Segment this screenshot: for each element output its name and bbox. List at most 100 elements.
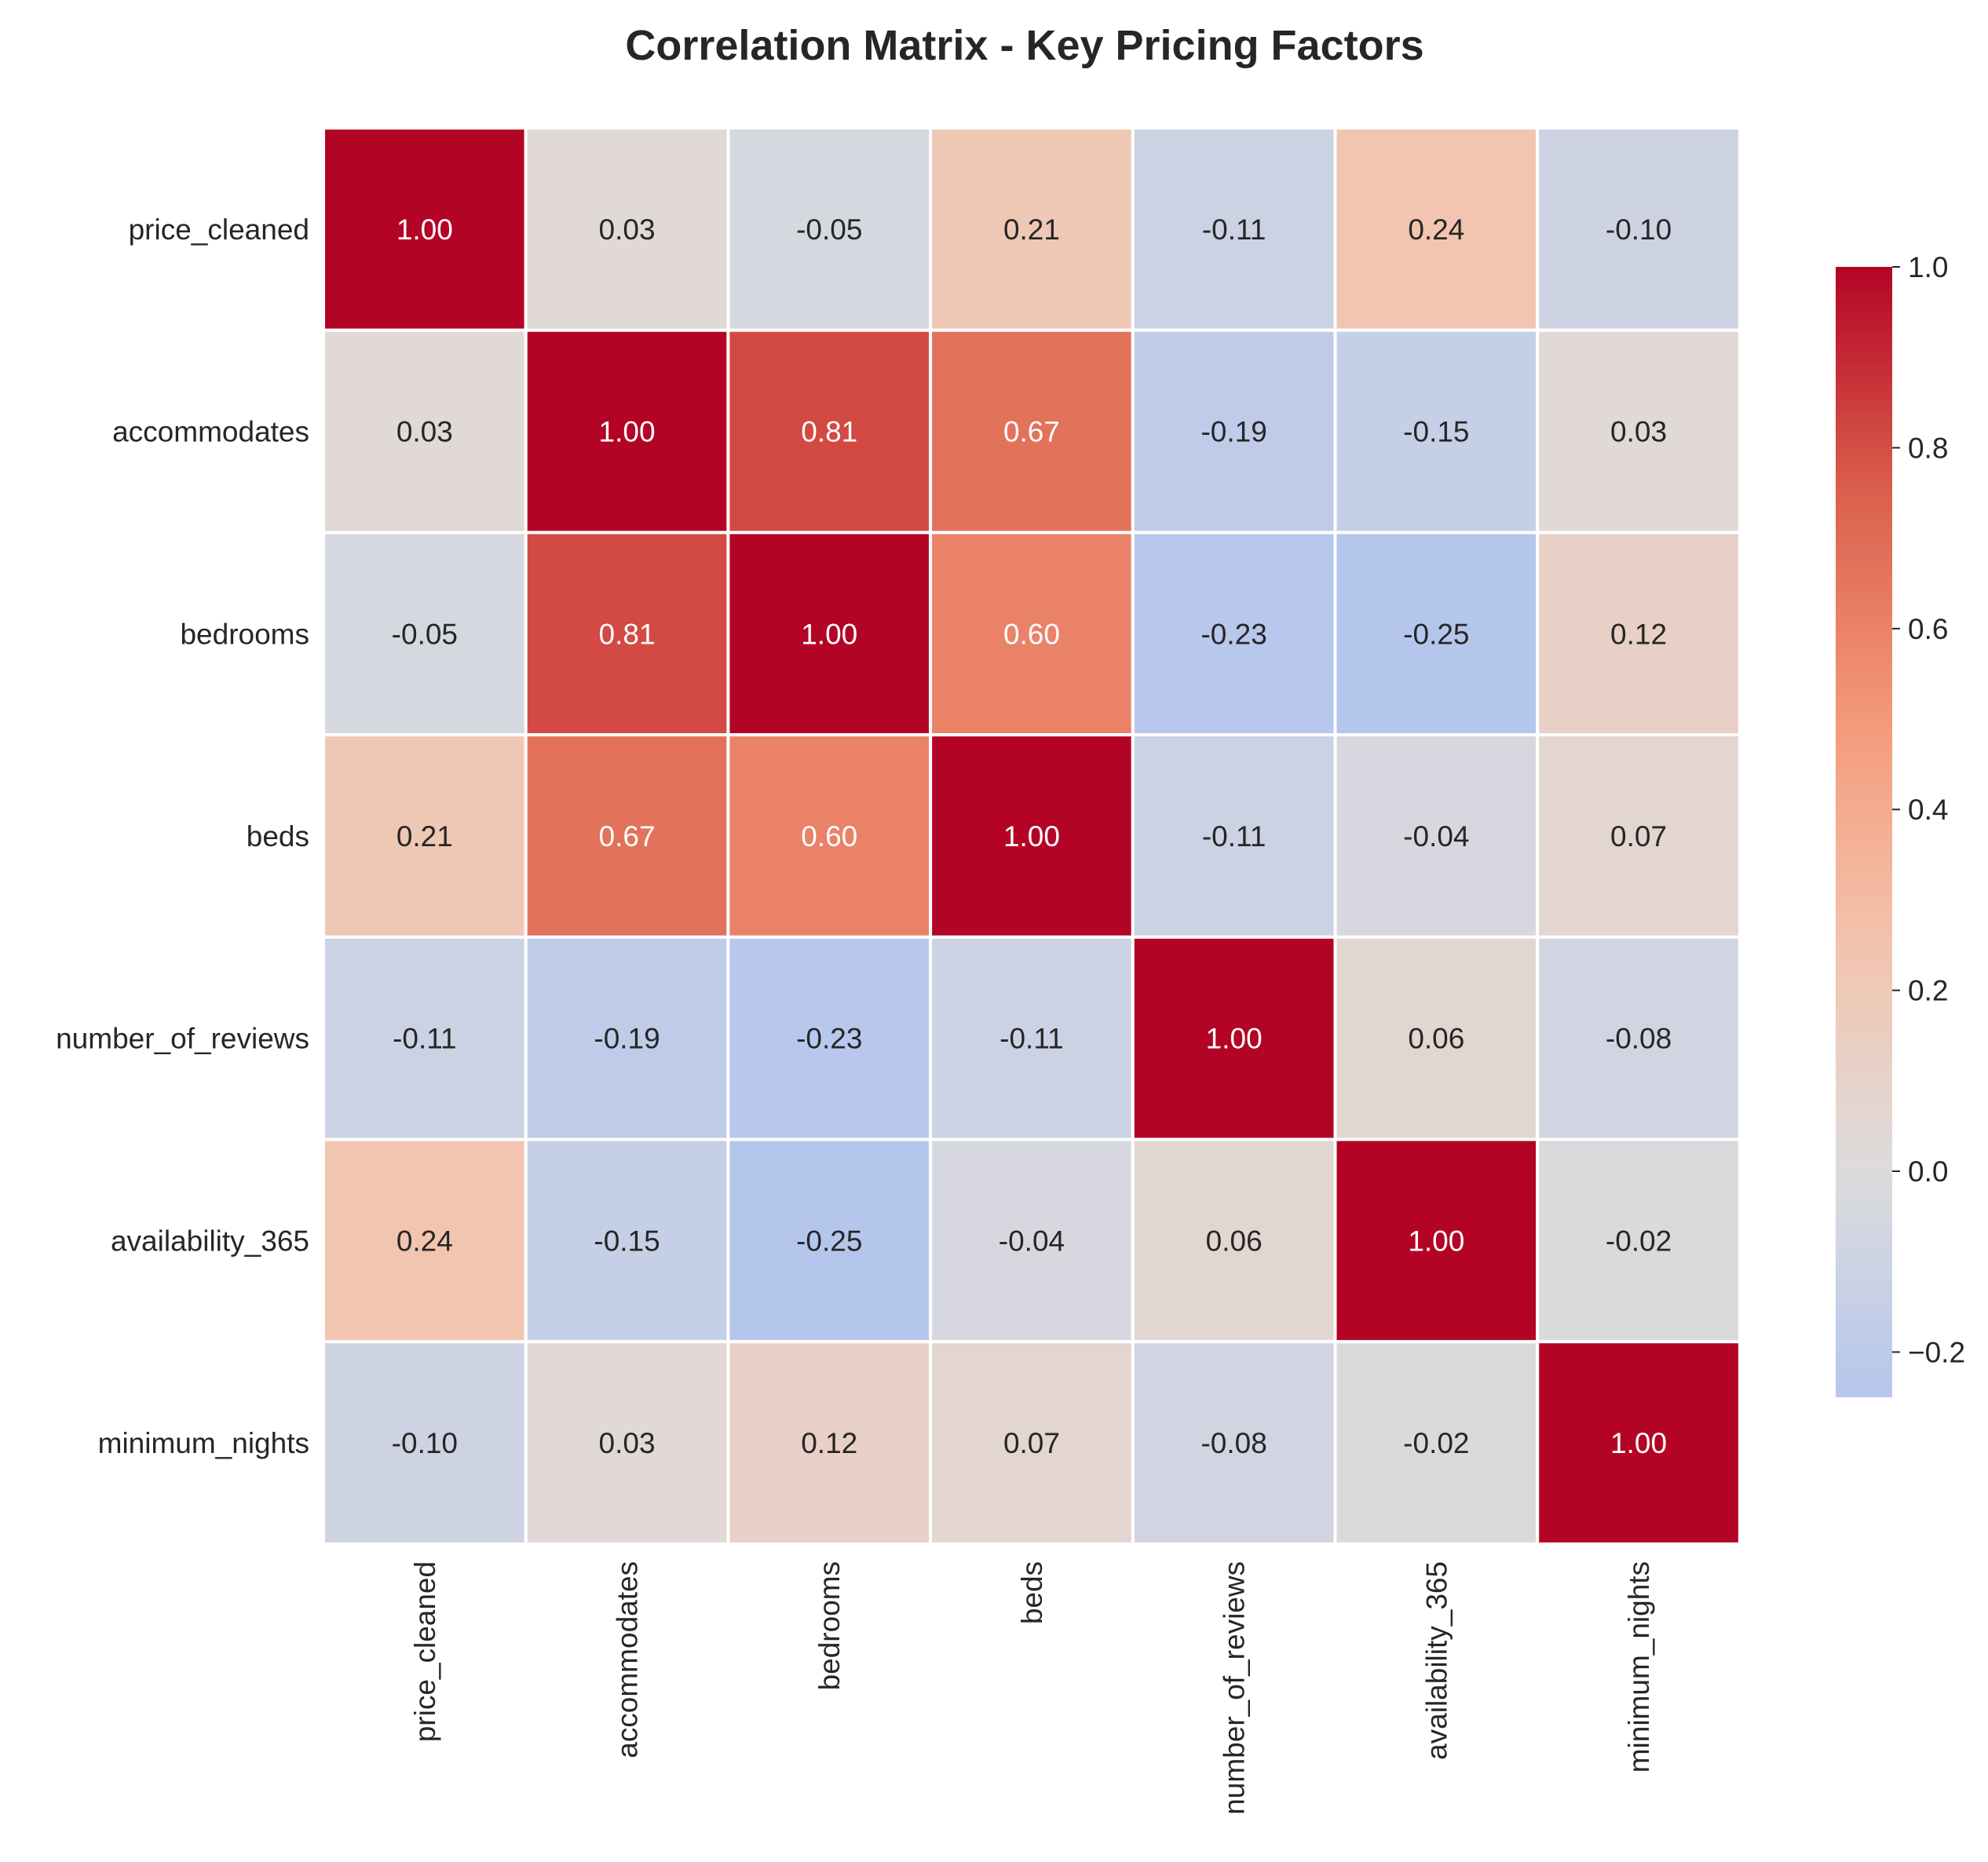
heatmap-cell-bedrooms-accommodates <box>524 531 730 737</box>
cell-value-label: -0.05 <box>796 214 862 246</box>
cell-value-label: 0.21 <box>1003 214 1060 246</box>
cell-value-label: 0.03 <box>1610 416 1667 448</box>
y-tick-label-bedrooms: bedrooms <box>180 618 309 650</box>
heatmap-cell-number_of_reviews-price_cleaned <box>322 935 528 1141</box>
cell-value-label: 0.60 <box>1003 618 1060 650</box>
cell-value-label: -0.10 <box>392 1427 458 1459</box>
heatmap-cell-accommodates-number_of_reviews <box>1131 328 1337 535</box>
heatmap-cell-availability_365-accommodates <box>524 1137 730 1344</box>
cell-value-label: -0.11 <box>999 1023 1064 1055</box>
heatmap-cell-price_cleaned-price_cleaned <box>322 126 528 332</box>
cell-value-label: -0.10 <box>1606 214 1672 246</box>
cell-value-label: -0.02 <box>1403 1427 1469 1459</box>
cell-value-label: 0.24 <box>397 1225 453 1257</box>
heatmap-cell-accommodates-bedrooms <box>726 328 933 535</box>
heatmap-cell-number_of_reviews-bedrooms <box>726 935 933 1141</box>
x-tick-labels: price_cleaned accommodates bedrooms beds num… <box>409 1561 1655 1815</box>
heatmap-cell-beds-beds <box>929 733 1135 939</box>
colorbar-tick-label: 0.4 <box>1908 794 1948 826</box>
cell-value-label: -0.23 <box>1200 618 1266 650</box>
cell-value-label: -0.15 <box>1403 416 1469 448</box>
heatmap-cell-availability_365-number_of_reviews <box>1131 1137 1337 1344</box>
colorbar-tick-label: 0.0 <box>1908 1156 1948 1188</box>
cell-value-label: 0.67 <box>599 820 656 853</box>
cell-value-label: 1.00 <box>599 416 656 448</box>
cell-value-label: 1.00 <box>397 214 453 246</box>
x-tick-label-beds: beds <box>1016 1561 1048 1624</box>
heatmap-cell-availability_365-beds <box>929 1137 1135 1344</box>
cell-value-label: 0.06 <box>1206 1225 1263 1257</box>
cell-value-label: -0.11 <box>393 1023 457 1055</box>
cell-value-label: 0.06 <box>1408 1023 1464 1055</box>
y-tick-label-beds: beds <box>247 820 309 853</box>
heatmap-cell-minimum_nights-number_of_reviews <box>1131 1340 1337 1546</box>
colorbar-gradient <box>1836 267 1892 1397</box>
colorbar-tick-label: 0.2 <box>1908 975 1948 1007</box>
x-tick-label-accommodates: accommodates <box>612 1561 644 1758</box>
heatmap-cell-minimum_nights-price_cleaned <box>322 1340 528 1546</box>
cell-value-label: 0.24 <box>1408 214 1464 246</box>
cell-value-label: -0.19 <box>1200 416 1266 448</box>
cell-value-label: 0.03 <box>599 214 656 246</box>
heatmap-cell-bedrooms-minimum_nights <box>1536 531 1741 737</box>
cell-value-label: -0.15 <box>594 1225 660 1257</box>
cell-value-label: 1.00 <box>1610 1427 1667 1459</box>
colorbar-tick-label: 0.8 <box>1908 432 1948 464</box>
heatmap-cell-beds-minimum_nights <box>1536 733 1741 939</box>
cell-value-label: -0.04 <box>1403 820 1469 853</box>
cell-value-label: -0.11 <box>1202 820 1266 853</box>
colorbar-tick-label: −0.2 <box>1908 1336 1965 1368</box>
cell-value-label: -0.11 <box>1202 214 1266 246</box>
y-tick-labels: price_cleaned accommodates bedrooms beds num… <box>56 214 309 1459</box>
heatmap-cell-bedrooms-availability_365 <box>1333 531 1540 737</box>
heatmap-cell-availability_365-price_cleaned <box>322 1137 528 1344</box>
cell-value-label: -0.08 <box>1200 1427 1266 1459</box>
heatmap-cell-price_cleaned-availability_365 <box>1333 126 1540 332</box>
heatmap-cell-minimum_nights-bedrooms <box>726 1340 933 1546</box>
heatmap-cell-availability_365-bedrooms <box>726 1137 933 1344</box>
heatmap-cell-price_cleaned-bedrooms <box>726 126 933 332</box>
heatmap-cell-beds-availability_365 <box>1333 733 1540 939</box>
y-tick-label-price_cleaned: price_cleaned <box>129 214 309 246</box>
heatmap-cell-minimum_nights-minimum_nights <box>1536 1340 1741 1546</box>
x-tick-label-number_of_reviews: number_of_reviews <box>1219 1561 1251 1815</box>
cell-value-label: 0.07 <box>1003 1427 1060 1459</box>
heatmap-cell-accommodates-minimum_nights <box>1536 328 1741 535</box>
cell-value-label: -0.02 <box>1606 1225 1672 1257</box>
cell-value-label: -0.04 <box>999 1225 1065 1257</box>
heatmap-cells <box>322 126 1741 1546</box>
cell-value-label: 0.12 <box>1610 618 1667 650</box>
colorbar: 1.0 0.8 0.6 0.4 0.2 0.0 −0.2 <box>1836 251 1965 1397</box>
cell-value-label: 0.60 <box>801 820 857 853</box>
heatmap-cell-bedrooms-number_of_reviews <box>1131 531 1337 737</box>
cell-value-label: 0.67 <box>1003 416 1060 448</box>
cell-value-label: 0.03 <box>599 1427 656 1459</box>
cell-value-label: -0.19 <box>594 1023 660 1055</box>
x-tick-label-price_cleaned: price_cleaned <box>409 1561 441 1742</box>
heatmap-cell-price_cleaned-accommodates <box>524 126 730 332</box>
cell-value-label: 0.12 <box>801 1427 857 1459</box>
cell-value-label: -0.25 <box>1403 618 1469 650</box>
heatmap-cell-beds-accommodates <box>524 733 730 939</box>
x-tick-label-availability_365: availability_365 <box>1420 1561 1453 1760</box>
heatmap-cell-accommodates-price_cleaned <box>322 328 528 535</box>
heatmap-cell-minimum_nights-availability_365 <box>1333 1340 1540 1546</box>
colorbar-tick-label: 0.6 <box>1908 613 1948 645</box>
heatmap-cell-beds-price_cleaned <box>322 733 528 939</box>
x-tick-label-bedrooms: bedrooms <box>813 1561 846 1691</box>
cell-value-label: 0.03 <box>397 416 453 448</box>
y-tick-label-minimum_nights: minimum_nights <box>98 1427 309 1459</box>
cell-value-label: 0.81 <box>599 618 656 650</box>
cell-value-label: 1.00 <box>801 618 857 650</box>
y-tick-label-availability_365: availability_365 <box>111 1225 309 1257</box>
x-tick-label-minimum_nights: minimum_nights <box>1623 1561 1655 1773</box>
cell-value-label: 0.07 <box>1610 820 1667 853</box>
heatmap-cell-bedrooms-beds <box>929 531 1135 737</box>
cell-value-label: -0.08 <box>1606 1023 1672 1055</box>
chart-title: Correlation Matrix - Key Pricing Factors <box>625 22 1423 69</box>
cell-value-label: 0.21 <box>397 820 453 853</box>
cell-value-label: 1.00 <box>1003 820 1060 853</box>
cell-value-label: -0.25 <box>796 1225 862 1257</box>
